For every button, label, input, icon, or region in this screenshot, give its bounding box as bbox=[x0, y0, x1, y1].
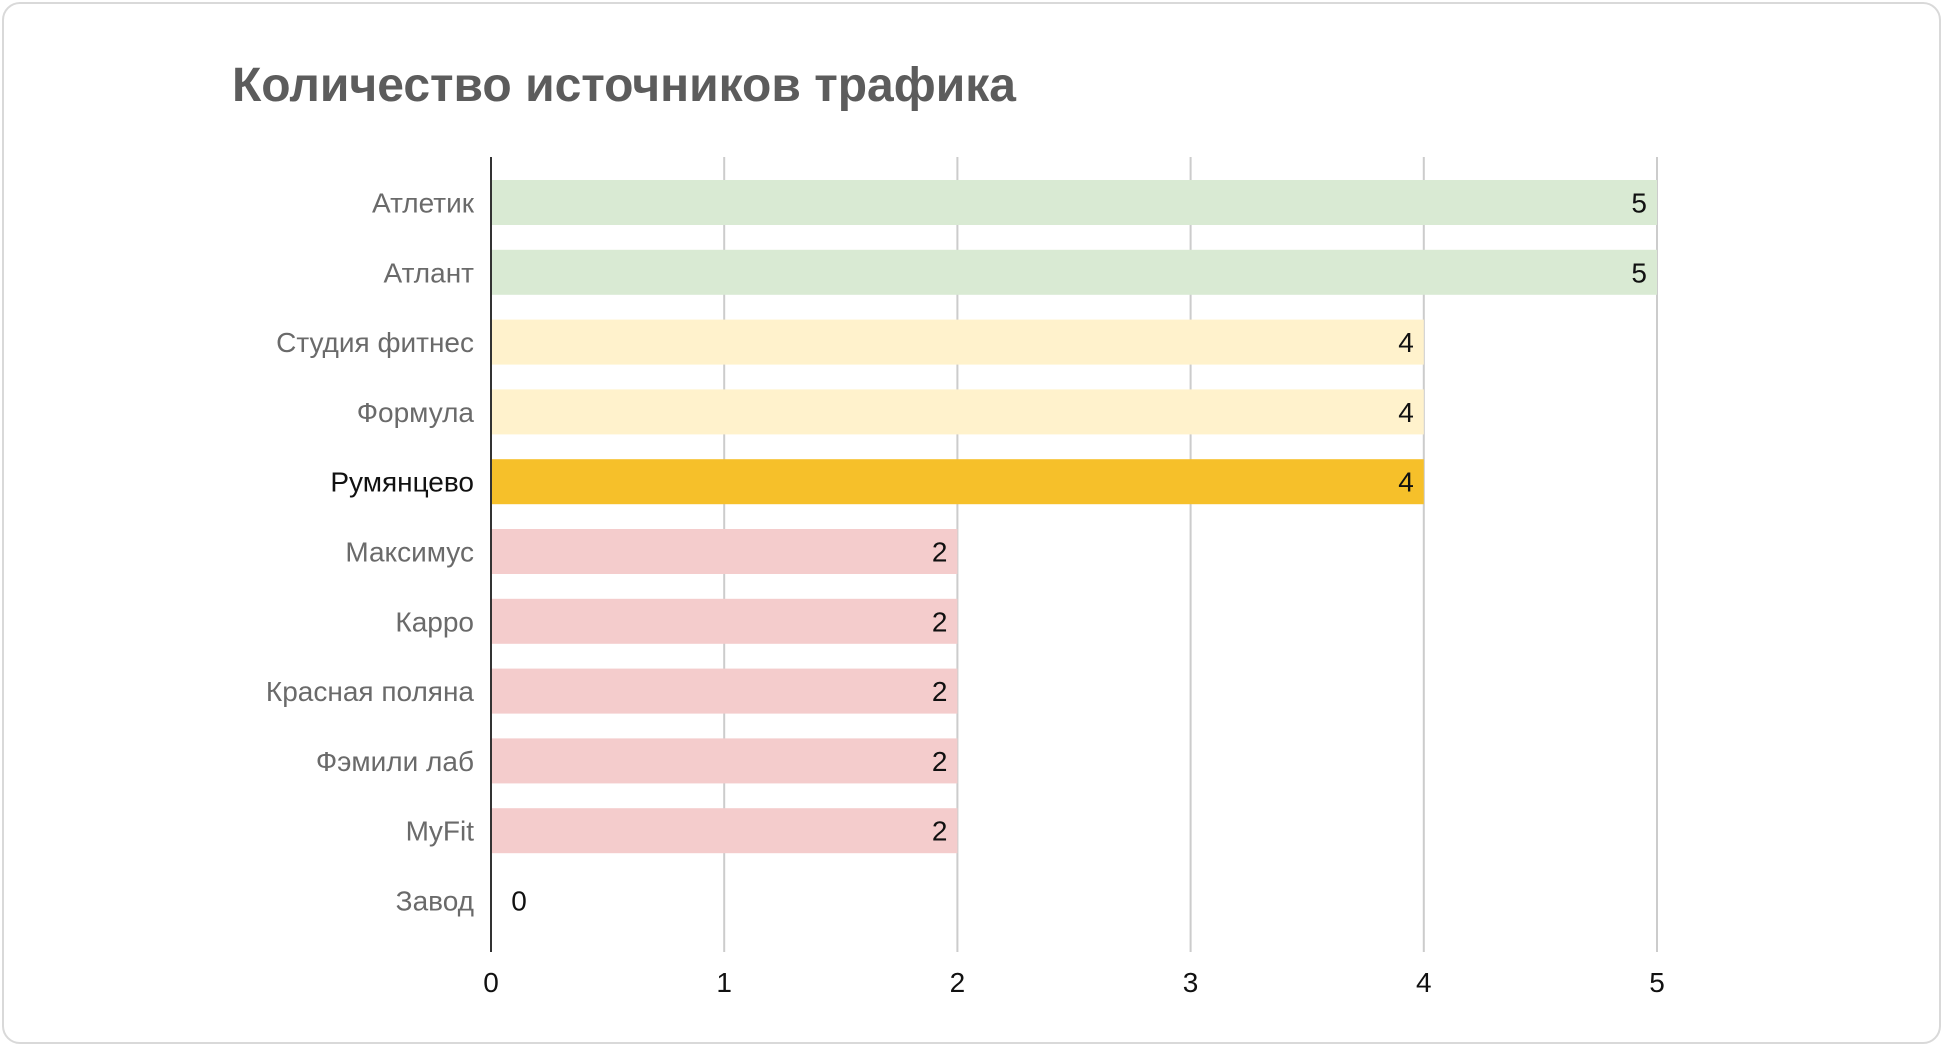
category-label: Румянцево bbox=[330, 467, 474, 498]
bar bbox=[491, 459, 1424, 505]
x-tick-labels: 0 1 2 3 4 5 bbox=[483, 967, 1665, 998]
category-label: Завод bbox=[396, 886, 474, 917]
value-label: 4 bbox=[1398, 467, 1414, 498]
value-label: 2 bbox=[932, 537, 948, 568]
category-label: Студия фитнес bbox=[276, 327, 474, 358]
value-label: 4 bbox=[1398, 327, 1414, 358]
x-tick-label: 5 bbox=[1649, 967, 1665, 998]
category-label: Красная поляна bbox=[266, 676, 475, 707]
x-tick-label: 0 bbox=[483, 967, 499, 998]
value-label: 2 bbox=[932, 816, 948, 847]
category-label: Фэмили лаб bbox=[316, 746, 474, 777]
category-label: Карро bbox=[395, 606, 474, 637]
value-label: 2 bbox=[932, 746, 948, 777]
category-label: Атлетик bbox=[372, 188, 475, 219]
category-label: Максимус bbox=[345, 537, 474, 568]
bar bbox=[491, 598, 958, 644]
value-label: 2 bbox=[932, 606, 948, 637]
category-label: MyFit bbox=[406, 816, 475, 847]
category-label: Атлант bbox=[384, 257, 475, 288]
bar bbox=[491, 668, 958, 714]
bar bbox=[491, 319, 1424, 365]
bar bbox=[491, 808, 958, 854]
x-tick-label: 1 bbox=[716, 967, 732, 998]
category-label: Формула bbox=[357, 397, 475, 428]
x-tick-label: 3 bbox=[1183, 967, 1199, 998]
category-labels: Атлетик Атлант Студия фитнес Формула Румянце… bbox=[266, 188, 475, 917]
chart-title: Количество источников трафика bbox=[232, 59, 1016, 112]
bar bbox=[491, 389, 1424, 435]
value-labels: 5 5 4 4 4 2 2 2 2 2 0 bbox=[511, 188, 1647, 917]
bars bbox=[491, 180, 1657, 854]
bar bbox=[491, 180, 1657, 225]
value-label: 4 bbox=[1398, 397, 1414, 428]
bar bbox=[491, 529, 958, 574]
value-label: 2 bbox=[932, 676, 948, 707]
value-label: 0 bbox=[511, 886, 527, 917]
bar bbox=[491, 738, 958, 784]
bar bbox=[491, 249, 1657, 295]
value-label: 5 bbox=[1631, 257, 1647, 288]
value-label: 5 bbox=[1631, 188, 1647, 219]
x-tick-label: 4 bbox=[1416, 967, 1432, 998]
x-tick-label: 2 bbox=[950, 967, 966, 998]
